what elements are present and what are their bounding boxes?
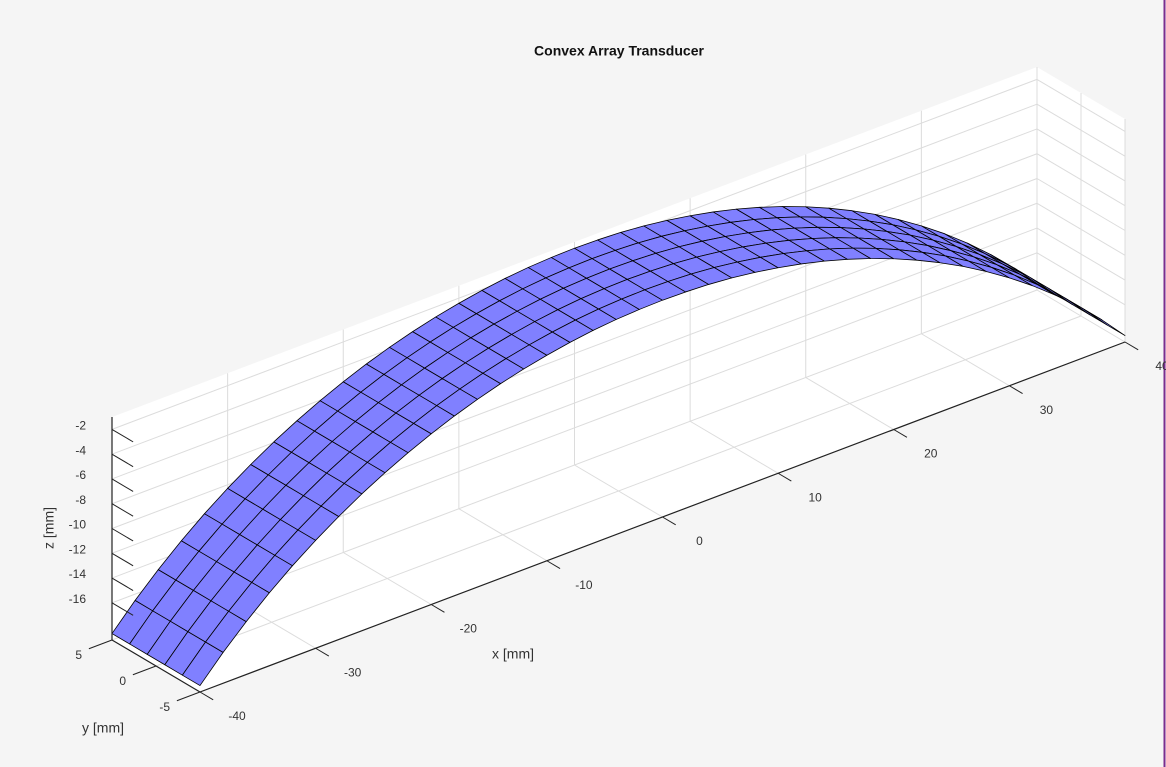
x-tick	[893, 429, 908, 438]
x-tick-label: 30	[1040, 403, 1054, 417]
y-tick-label: -5	[159, 700, 170, 714]
z-tick	[111, 503, 134, 517]
z-tick-label: -6	[75, 468, 86, 482]
x-tick-label: -10	[575, 578, 593, 592]
z-tick-label: -12	[69, 542, 87, 556]
z-tick-label: -10	[69, 518, 87, 532]
x-tick	[430, 604, 445, 613]
z-tick	[111, 453, 134, 468]
z-axis-label: z [mm]	[41, 507, 57, 549]
x-tick-label: 20	[924, 447, 938, 461]
x-tick-label: -30	[344, 665, 362, 679]
x-tick-label: -40	[228, 709, 246, 723]
x-tick-label: 40	[1155, 359, 1166, 373]
z-tick	[111, 478, 134, 492]
x-tick	[1124, 341, 1139, 351]
grid-line	[1036, 78, 1126, 132]
axes: -40 -30 -20 -10 0 10 20 30 40 -5 0 5 -16 -14 -12 -10 -8 -…	[69, 341, 1166, 723]
grid-line	[1036, 128, 1126, 182]
x-tick	[662, 516, 676, 526]
grid-line	[1036, 103, 1126, 157]
z-tick	[111, 428, 134, 443]
grid-line	[1036, 178, 1126, 231]
y-tick	[88, 639, 113, 650]
surface-cell	[1083, 309, 1126, 336]
grid-line	[1036, 252, 1126, 306]
grid-line	[1036, 153, 1126, 207]
chart-title: Convex Array Transducer	[534, 43, 704, 59]
z-tick	[111, 602, 134, 616]
x-tick	[199, 691, 214, 701]
x-tick	[546, 560, 561, 569]
y-tick-label: 5	[75, 648, 82, 662]
grid-line	[1036, 202, 1126, 256]
y-tick	[176, 691, 201, 702]
y-axis-line	[111, 639, 201, 693]
y-tick-label: 0	[119, 674, 126, 688]
z-tick-label: -8	[75, 493, 86, 507]
y-tick	[132, 665, 157, 676]
x-axis-line	[199, 341, 1126, 693]
z-tick	[111, 528, 134, 542]
z-tick-label: -2	[75, 419, 86, 433]
surface	[111, 206, 1126, 686]
x-axis-label: x [mm]	[492, 646, 534, 662]
x-tick-label: -20	[460, 622, 478, 636]
x-tick	[315, 647, 330, 657]
grid-line	[1036, 227, 1126, 281]
grid-line	[155, 315, 1082, 667]
z-tick-label: -14	[69, 567, 87, 581]
z-tick	[111, 552, 134, 567]
x-tick-label: 10	[808, 490, 822, 504]
x-tick-label: 0	[696, 534, 703, 548]
z-tick-label: -16	[69, 592, 87, 606]
z-tick-label: -4	[75, 443, 86, 457]
x-tick	[777, 472, 792, 482]
x-tick	[1009, 385, 1023, 394]
y-axis-label: y [mm]	[82, 720, 124, 736]
z-tick	[111, 577, 134, 591]
